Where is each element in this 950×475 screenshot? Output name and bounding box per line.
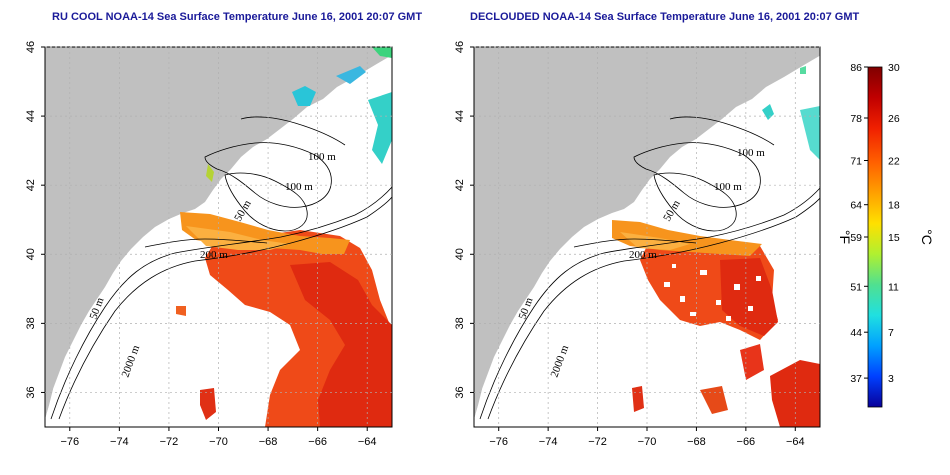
celsius-tick-label: 26 — [888, 113, 900, 125]
contour-label: 100 m — [308, 151, 336, 163]
colorbar-scale — [867, 66, 883, 408]
contour-label: 100 m — [285, 181, 313, 193]
fahrenheit-unit: °F — [837, 230, 853, 244]
right-lat-tick-label: 46 — [454, 41, 466, 53]
contour-label: 100 m — [714, 181, 742, 193]
left-lat-tick-label: 46 — [25, 41, 37, 53]
fahrenheit-tick-label: 59 — [850, 232, 862, 244]
right-lon-tick-label: −68 — [687, 436, 706, 448]
left-lon-tick-label: −74 — [110, 436, 129, 448]
right-lon-tick-label: −66 — [737, 436, 756, 448]
left-panel-title: RU COOL NOAA-14 Sea Surface Temperature … — [52, 11, 423, 23]
right-lat-tick-label: 38 — [454, 317, 466, 329]
right-grid — [474, 46, 820, 427]
celsius-tick-label: 22 — [888, 156, 900, 168]
left-lon-tick-label: −68 — [259, 436, 278, 448]
right-masked-pixels — [664, 264, 761, 321]
right-lon-tick-label: −76 — [489, 436, 508, 448]
left-lon-tick-label: −70 — [209, 436, 228, 448]
left-lat-tick-label: 44 — [25, 110, 37, 122]
contour-label: 200 m — [200, 249, 228, 261]
right-lon-tick-label: −64 — [786, 436, 805, 448]
left-grid — [45, 46, 392, 427]
left-lat-tick-label: 36 — [25, 386, 37, 398]
celsius-tick-label: 11 — [888, 281, 899, 293]
fahrenheit-tick-label: 78 — [850, 113, 862, 125]
fahrenheit-tick-label: 86 — [850, 62, 862, 74]
left-lat-tick-label: 42 — [25, 179, 37, 191]
left-lon-tick-label: −64 — [358, 436, 377, 448]
celsius-tick-label: 30 — [888, 62, 900, 74]
right-axis-ticks: −76 −74 −72 −70 −68 −66 −64 36 38 40 42 44 46 — [454, 41, 805, 448]
right-map: −76 −74 −72 −70 −68 −66 −64 36 38 40 42 44 46 — [454, 41, 821, 448]
right-panel-title: DECLOUDED NOAA-14 Sea Surface Temperatur… — [470, 11, 860, 23]
right-lon-tick-label: −70 — [638, 436, 657, 448]
celsius-unit: °C — [919, 229, 935, 245]
left-map: −76 −74 −72 −70 −68 −66 −64 36 38 40 42 44 46 — [25, 41, 393, 448]
fahrenheit-tick-label: 44 — [850, 327, 862, 339]
right-lat-tick-label: 36 — [454, 386, 466, 398]
left-lon-tick-label: −66 — [308, 436, 327, 448]
fahrenheit-tick-label: 71 — [850, 156, 862, 168]
right-lon-tick-label: −72 — [588, 436, 607, 448]
contour-label: 100 m — [737, 147, 765, 159]
left-lon-tick-label: −76 — [60, 436, 79, 448]
right-lat-tick-label: 42 — [454, 179, 466, 191]
celsius-tick-label: 18 — [888, 200, 900, 212]
celsius-tick-label: 15 — [888, 232, 900, 244]
left-lon-tick-label: −72 — [160, 436, 179, 448]
fahrenheit-tick-label: 37 — [850, 373, 862, 385]
right-lat-tick-label: 44 — [454, 110, 466, 122]
fahrenheit-tick-label: 64 — [850, 200, 862, 212]
contour-label: 200 m — [629, 249, 657, 261]
left-lat-tick-label: 38 — [25, 317, 37, 329]
colorbar: 86 78 71 64 59 51 44 37 30 26 22 18 15 11 7 3 °F °C — [837, 62, 935, 408]
colorbar-ticks: 86 78 71 64 59 51 44 37 30 26 22 18 15 11 7 3 — [850, 62, 900, 385]
fahrenheit-tick-label: 51 — [850, 281, 862, 293]
left-lat-tick-label: 40 — [25, 248, 37, 260]
left-axis-ticks: −76 −74 −72 −70 −68 −66 −64 36 38 40 42 44 46 — [25, 41, 377, 448]
right-lat-tick-label: 40 — [454, 248, 466, 260]
right-lon-tick-label: −74 — [539, 436, 558, 448]
left-sst-field — [176, 47, 392, 427]
celsius-tick-label: 3 — [888, 373, 894, 385]
celsius-tick-label: 7 — [888, 327, 894, 339]
